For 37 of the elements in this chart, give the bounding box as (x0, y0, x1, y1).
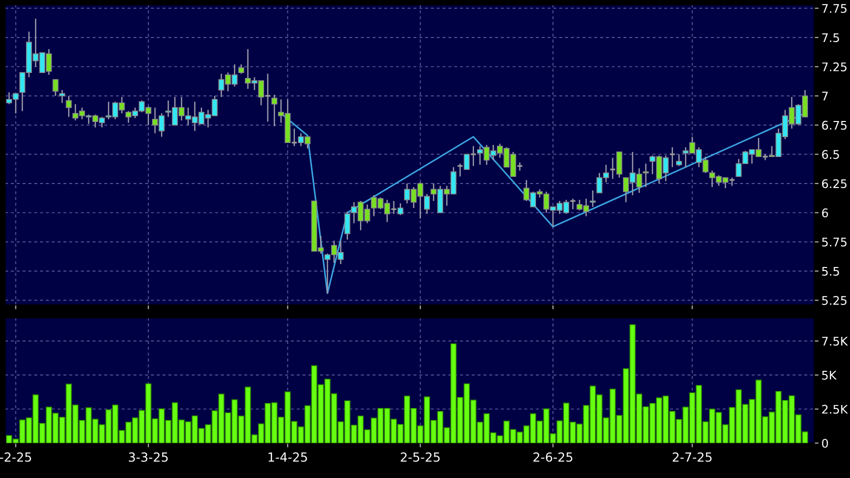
candlestick (570, 198, 576, 210)
candlestick (642, 163, 649, 188)
x-tick-label: 2-5-25 (400, 452, 440, 462)
x-tick-label: -2-25 (0, 452, 32, 462)
candlestick (344, 210, 350, 240)
candlestick (238, 64, 244, 74)
candlestick (464, 154, 470, 170)
candlestick (66, 95, 72, 118)
y-tick-label: 0 (822, 438, 828, 448)
y-tick-label: 7.5 (822, 33, 839, 42)
y-tick-label: 7.75 (822, 4, 846, 13)
x-tick-label: 1-4-25 (268, 452, 307, 462)
y-tick-label: 5.75 (822, 238, 846, 247)
candlestick (52, 78, 58, 97)
y-tick-label: 7 (822, 92, 828, 100)
candlestick (616, 151, 622, 178)
x-tick-label: 2-7-25 (672, 452, 712, 462)
y-tick-label: 6.25 (822, 179, 846, 188)
y-tick-label: 6.5 (822, 150, 839, 159)
x-tick-label: 2-6-25 (533, 452, 572, 462)
candlestick (264, 73, 272, 122)
candlestick (456, 163, 464, 178)
candlestick (609, 157, 616, 180)
y-tick-label: 6.75 (822, 120, 846, 130)
y-tick-label: 5K (822, 370, 837, 380)
candlestick (676, 154, 682, 167)
y-tick-label: 7.25 (822, 62, 846, 72)
candlestick (397, 202, 404, 216)
candlestick (271, 94, 278, 127)
candlestick (590, 190, 596, 208)
candlestick (59, 89, 66, 104)
y-tick-label: 7.5K (822, 336, 848, 346)
y-tick-label: 2.5K (822, 404, 848, 414)
y-tick-label: 6 (822, 208, 828, 218)
y-tick-label: 5.5 (822, 266, 839, 276)
y-tick-label: 5.25 (822, 296, 846, 305)
x-tick-label: 3-3-25 (128, 452, 168, 462)
